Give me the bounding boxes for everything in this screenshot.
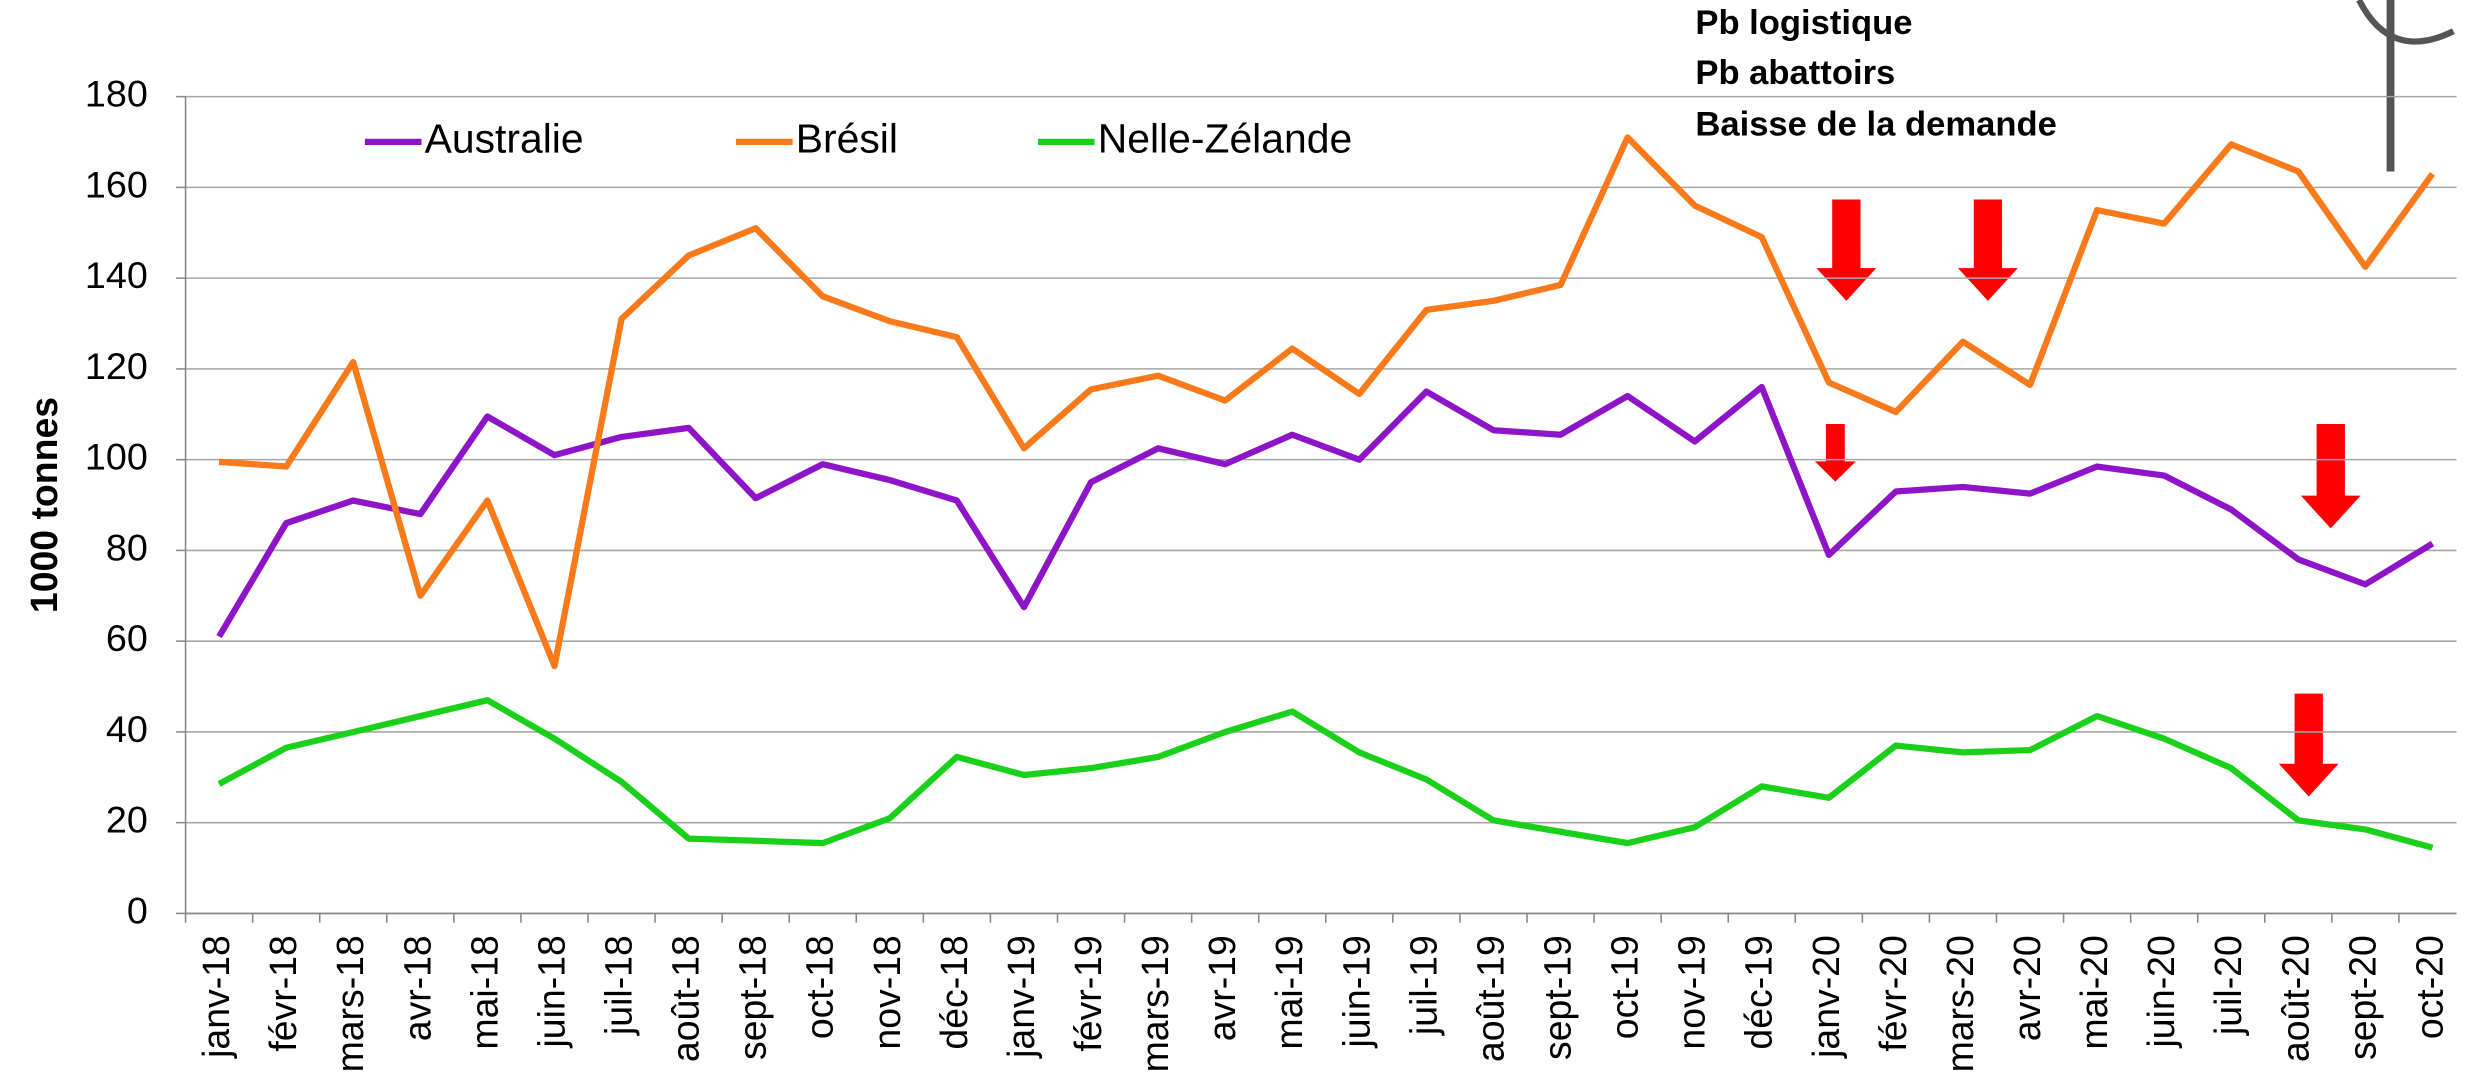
x-tick-label: sept-18 <box>731 935 773 1060</box>
arrows <box>1814 199 2361 797</box>
y-axis-label: 1000 tonnes <box>23 397 65 613</box>
x-tick-label: sept-19 <box>1536 935 1578 1060</box>
x-tick-label: oct-20 <box>2408 935 2450 1039</box>
annotation: Pb logistique <box>1695 4 1912 42</box>
x-tick-label: déc-19 <box>1738 935 1780 1049</box>
x-tick-label: juin-20 <box>2140 935 2182 1048</box>
y-tick-label: 0 <box>127 889 148 931</box>
y-tick-label: 120 <box>85 345 148 387</box>
x-tick-label: mai-20 <box>2073 935 2115 1049</box>
arrow <box>1816 199 1877 301</box>
arrow <box>2300 423 2361 529</box>
x-tick-label: nov-18 <box>866 935 908 1049</box>
x-tick-label: juil-18 <box>597 935 639 1036</box>
legend-label: Brésil <box>796 116 898 162</box>
y-tick-label: 100 <box>85 436 148 478</box>
x-tick-label: avr-19 <box>1201 935 1243 1041</box>
x-tick-label: janv-18 <box>195 935 237 1059</box>
x-tick-label: févr-18 <box>262 935 304 1051</box>
arrow <box>1814 423 1856 482</box>
x-tick-label: nov-19 <box>1670 935 1712 1049</box>
series-line <box>217 697 2434 851</box>
x-tick-label: mai-18 <box>463 935 505 1049</box>
x-tick-label: mars-18 <box>329 935 371 1072</box>
x-tick-label: févr-20 <box>1872 935 1914 1051</box>
y-tick-label: 40 <box>106 708 148 750</box>
y-tick-label: 80 <box>106 526 148 568</box>
arrow <box>2278 693 2339 797</box>
x-tick-label: janv-20 <box>1805 935 1847 1059</box>
x-tick-label: oct-19 <box>1603 935 1645 1039</box>
series-line <box>218 134 2436 670</box>
x-tick-label: déc-18 <box>933 935 975 1049</box>
legend-label: Nelle-Zélande <box>1098 116 1352 162</box>
x-tick-label: août-19 <box>1469 935 1511 1062</box>
x-tick-label: mars-19 <box>1134 935 1176 1072</box>
legend-label: Australie <box>425 116 584 162</box>
x-tick-label: mai-19 <box>1268 935 1310 1049</box>
y-tick-label: 60 <box>106 617 148 659</box>
x-tick-label: juil-20 <box>2207 935 2249 1036</box>
logo <box>2356 0 2455 172</box>
x-tick-label: juin-19 <box>1335 935 1377 1048</box>
x-tick-label: févr-19 <box>1067 935 1109 1051</box>
x-tick-label: avr-18 <box>396 935 438 1041</box>
y-tick-label: 140 <box>85 254 148 296</box>
x-tick-label: août-18 <box>664 935 706 1062</box>
x-tick-label: juil-19 <box>1402 935 1444 1036</box>
x-tick-label: sept-20 <box>2341 935 2383 1060</box>
y-tick-label: 20 <box>106 799 148 841</box>
x-tick-label: juin-18 <box>530 935 572 1048</box>
x-tick-label: janv-19 <box>1000 935 1042 1059</box>
x-tick-label: août-20 <box>2274 935 2316 1062</box>
logo-curve <box>2356 0 2455 45</box>
annotation: Pb abattoirs <box>1695 54 1895 92</box>
series-line <box>216 383 2435 639</box>
x-tick-label: oct-18 <box>799 935 841 1039</box>
annotation: Baisse de la demande <box>1695 105 2056 143</box>
arrow <box>1958 199 2018 301</box>
y-tick-label: 160 <box>85 163 148 205</box>
x-tick-label: mars-20 <box>1939 935 1981 1072</box>
y-tick-label: 180 <box>85 73 148 115</box>
x-tick-label: avr-20 <box>2006 935 2048 1041</box>
